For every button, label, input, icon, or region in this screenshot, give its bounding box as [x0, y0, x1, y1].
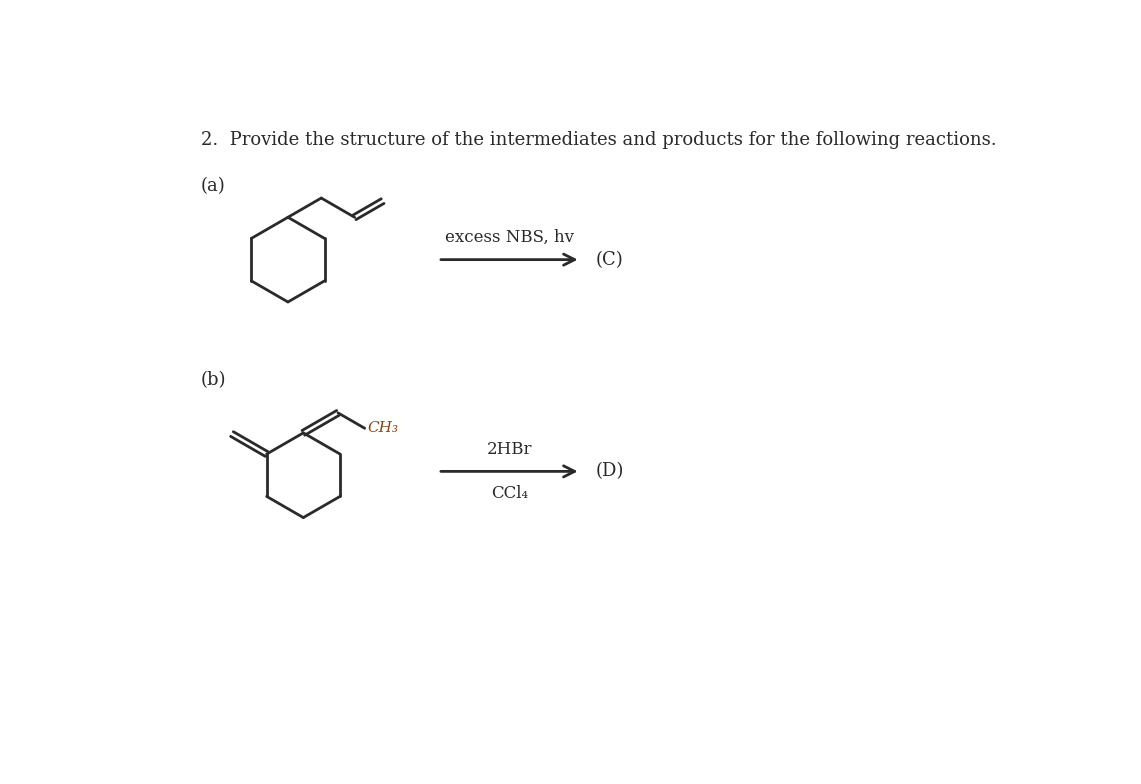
Text: (C): (C) [596, 251, 624, 269]
Text: (a): (a) [201, 177, 226, 195]
Text: 2HBr: 2HBr [486, 441, 532, 458]
Text: (D): (D) [596, 463, 624, 481]
Text: (b): (b) [201, 372, 226, 390]
Text: 2.  Provide the structure of the intermediates and products for the following re: 2. Provide the structure of the intermed… [201, 131, 996, 149]
Text: CH₃: CH₃ [367, 421, 398, 435]
Text: CCl₄: CCl₄ [491, 485, 528, 503]
Text: excess NBS, hv: excess NBS, hv [445, 229, 574, 245]
